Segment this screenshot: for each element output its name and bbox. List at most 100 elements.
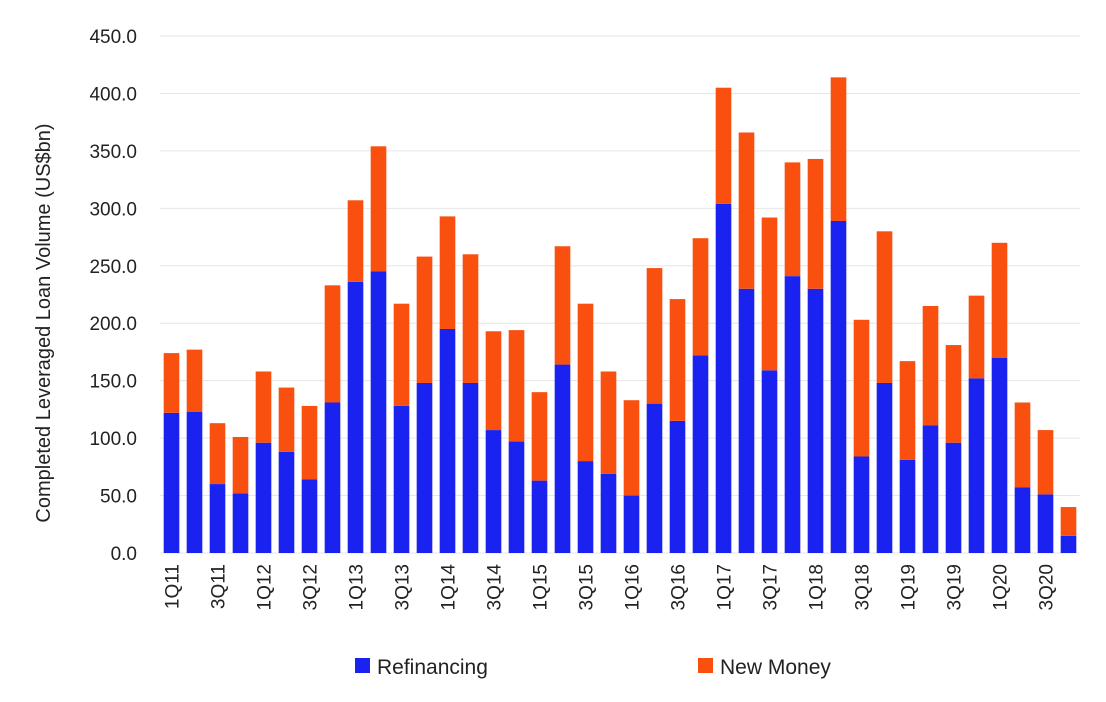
bar-new-money-4q12: [324, 285, 341, 403]
x-axis-ticks: 1Q11 3Q11 1Q12 3Q12 1Q13 3Q13 1Q14 3Q14 1Q15 3Q15…: [163, 564, 1058, 611]
x-tick-label: 3Q14: [485, 564, 506, 611]
bar-new-money-1q11: [163, 353, 180, 413]
bar-new-money-3q15: [577, 303, 594, 462]
bar-refinancing-4q11: [232, 493, 249, 553]
bar-new-money-1q18: [807, 158, 824, 289]
x-tick-label: 1Q15: [531, 564, 552, 610]
bar-new-money-2q17: [738, 132, 755, 289]
bar-refinancing-4q14: [508, 441, 525, 553]
bar-refinancing-2q12: [278, 451, 295, 553]
bar-refinancing-2q15: [554, 364, 571, 553]
bar-new-money-1q19: [899, 361, 916, 460]
bar-refinancing-3q20: [1037, 494, 1054, 553]
bar-new-money-3q12: [301, 405, 318, 480]
bar-refinancing-4q12: [324, 402, 341, 553]
bar-refinancing-1q16: [623, 495, 640, 553]
y-tick-label: 450.0: [89, 27, 137, 48]
bar-new-money-3q16: [669, 299, 686, 421]
bar-refinancing-4q15: [600, 473, 617, 553]
y-tick-label: 250.0: [89, 257, 137, 278]
bar-refinancing-1q20: [991, 357, 1008, 553]
bar-refinancing-2q11: [186, 411, 203, 553]
bar-new-money-4q19: [968, 295, 985, 379]
bar-refinancing-1q14: [439, 328, 456, 553]
bar-refinancing-2q18: [830, 220, 847, 553]
bar-refinancing-4q13: [416, 382, 433, 553]
bar-new-money-1q12: [255, 371, 272, 443]
x-tick-label: 1Q17: [715, 564, 736, 610]
x-tick-label: 3Q15: [577, 564, 598, 610]
bar-refinancing-4q19: [968, 378, 985, 553]
bar-new-money-2q13: [370, 146, 387, 272]
bar-refinancing-1q17: [715, 203, 732, 553]
bar-refinancing-1q19: [899, 459, 916, 553]
bar-new-money-2q15: [554, 246, 571, 365]
y-axis-ticks: 0.0 50.0 100.0 150.0 200.0 250.0 300.0 350.0 400…: [89, 27, 137, 565]
x-tick-label: 3Q17: [761, 564, 782, 610]
bar-refinancing-4q20: [1060, 535, 1077, 553]
x-tick-label: 3Q20: [1037, 564, 1058, 610]
bar-refinancing-3q13: [393, 405, 410, 553]
bar-new-money-3q14: [485, 331, 502, 431]
x-tick-label: 3Q12: [301, 564, 322, 610]
bar-new-money-4q13: [416, 256, 433, 383]
bar-refinancing-2q16: [646, 403, 663, 553]
x-tick-label: 3Q18: [853, 564, 874, 610]
x-tick-label: 1Q20: [991, 564, 1012, 610]
bar-refinancing-2q14: [462, 382, 479, 553]
x-tick-label: 1Q14: [439, 564, 460, 611]
x-tick-label: 1Q13: [347, 564, 368, 610]
x-tick-label: 3Q11: [209, 564, 230, 609]
bars: [163, 77, 1077, 553]
bar-refinancing-2q19: [922, 425, 939, 553]
bar-new-money-4q17: [784, 162, 801, 277]
y-axis-title: Completed Leveraged Loan Volume (US$bn): [33, 123, 55, 522]
bar-new-money-3q11: [209, 423, 226, 485]
bar-refinancing-4q17: [784, 276, 801, 553]
bar-new-money-3q13: [393, 303, 410, 406]
bar-new-money-2q18: [830, 77, 847, 221]
bar-new-money-3q20: [1037, 430, 1054, 495]
x-tick-label: 1Q19: [899, 564, 920, 610]
bar-refinancing-3q14: [485, 430, 502, 553]
y-tick-label: 150.0: [89, 372, 137, 393]
y-tick-label: 0.0: [111, 544, 137, 565]
bar-new-money-2q16: [646, 268, 663, 404]
x-tick-label: 3Q19: [945, 564, 966, 610]
x-tick-label: 1Q16: [623, 564, 644, 610]
bar-new-money-1q17: [715, 87, 732, 204]
bar-refinancing-3q19: [945, 442, 962, 553]
y-tick-label: 350.0: [89, 142, 137, 163]
bar-new-money-3q17: [761, 217, 778, 371]
legend: Refinancing New Money: [355, 656, 831, 679]
x-tick-label: 1Q11: [163, 564, 184, 609]
bar-new-money-2q14: [462, 254, 479, 383]
bar-new-money-4q16: [692, 238, 709, 356]
bar-refinancing-3q15: [577, 461, 594, 553]
legend-label-refinancing: Refinancing: [377, 656, 488, 679]
bar-refinancing-1q18: [807, 288, 824, 553]
bar-new-money-4q11: [232, 436, 249, 494]
bar-new-money-1q16: [623, 400, 640, 496]
legend-label-new-money: New Money: [720, 656, 831, 679]
bar-refinancing-1q15: [531, 480, 548, 553]
bar-refinancing-4q16: [692, 355, 709, 553]
bar-new-money-2q20: [1014, 402, 1031, 488]
bar-refinancing-2q17: [738, 288, 755, 553]
x-tick-label: 3Q13: [393, 564, 414, 610]
y-tick-label: 400.0: [89, 84, 137, 105]
bar-refinancing-3q12: [301, 479, 318, 553]
bar-new-money-2q19: [922, 305, 939, 426]
bar-refinancing-1q11: [163, 412, 180, 553]
bar-refinancing-1q13: [347, 281, 364, 553]
y-tick-label: 200.0: [89, 314, 137, 335]
bar-refinancing-2q13: [370, 271, 387, 553]
bar-new-money-1q15: [531, 392, 548, 481]
y-tick-label: 300.0: [89, 199, 137, 220]
bar-refinancing-4q18: [876, 382, 893, 553]
bar-new-money-1q14: [439, 216, 456, 329]
bar-new-money-1q13: [347, 200, 364, 282]
y-tick-label: 50.0: [100, 487, 137, 508]
bar-refinancing-2q20: [1014, 487, 1031, 553]
